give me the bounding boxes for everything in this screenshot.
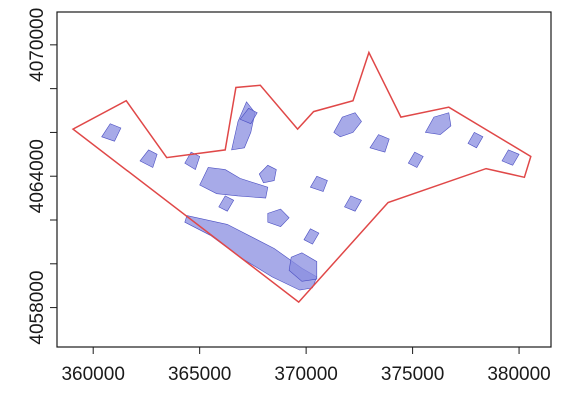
x-tick-label-2: 365000 [168, 364, 231, 385]
land-patch-18 [218, 195, 235, 212]
x-tick-label-5: 380000 [487, 364, 550, 385]
y-tick-label-4: 4064000 [27, 139, 48, 213]
x-tick-label-3: 370000 [274, 364, 337, 385]
land-patch-5 [333, 112, 362, 138]
land-patch-3 [231, 101, 256, 151]
land-patch-9 [309, 175, 328, 192]
y-axis: 4058000 4064000 4070000 [27, 8, 58, 345]
land-patch-6 [424, 112, 452, 135]
y-tick-label-7: 4070000 [27, 8, 48, 82]
land-patch-12 [139, 149, 158, 168]
x-tick-label-1: 360000 [61, 364, 124, 385]
land-patch-11 [101, 123, 122, 142]
land-patch-16 [467, 132, 484, 149]
land-patch-13 [184, 151, 201, 171]
land-patch-20 [407, 151, 424, 168]
patch-layer [101, 101, 520, 291]
study-area-boundary [71, 50, 532, 304]
land-patch-1 [184, 215, 318, 291]
y-tick-label-1: 4058000 [27, 271, 48, 345]
x-tick-label-4: 375000 [381, 364, 444, 385]
land-patch-7 [258, 164, 277, 184]
land-patch-19 [303, 228, 320, 245]
land-patch-4 [288, 252, 318, 282]
land-patch-2 [199, 167, 269, 199]
x-axis: 360000 365000 370000 375000 380000 [61, 346, 551, 385]
land-patch-15 [501, 149, 520, 166]
land-patch-14 [239, 107, 258, 125]
land-patch-17 [344, 195, 362, 212]
land-patch-8 [267, 208, 290, 227]
land-patch-10 [369, 134, 390, 153]
